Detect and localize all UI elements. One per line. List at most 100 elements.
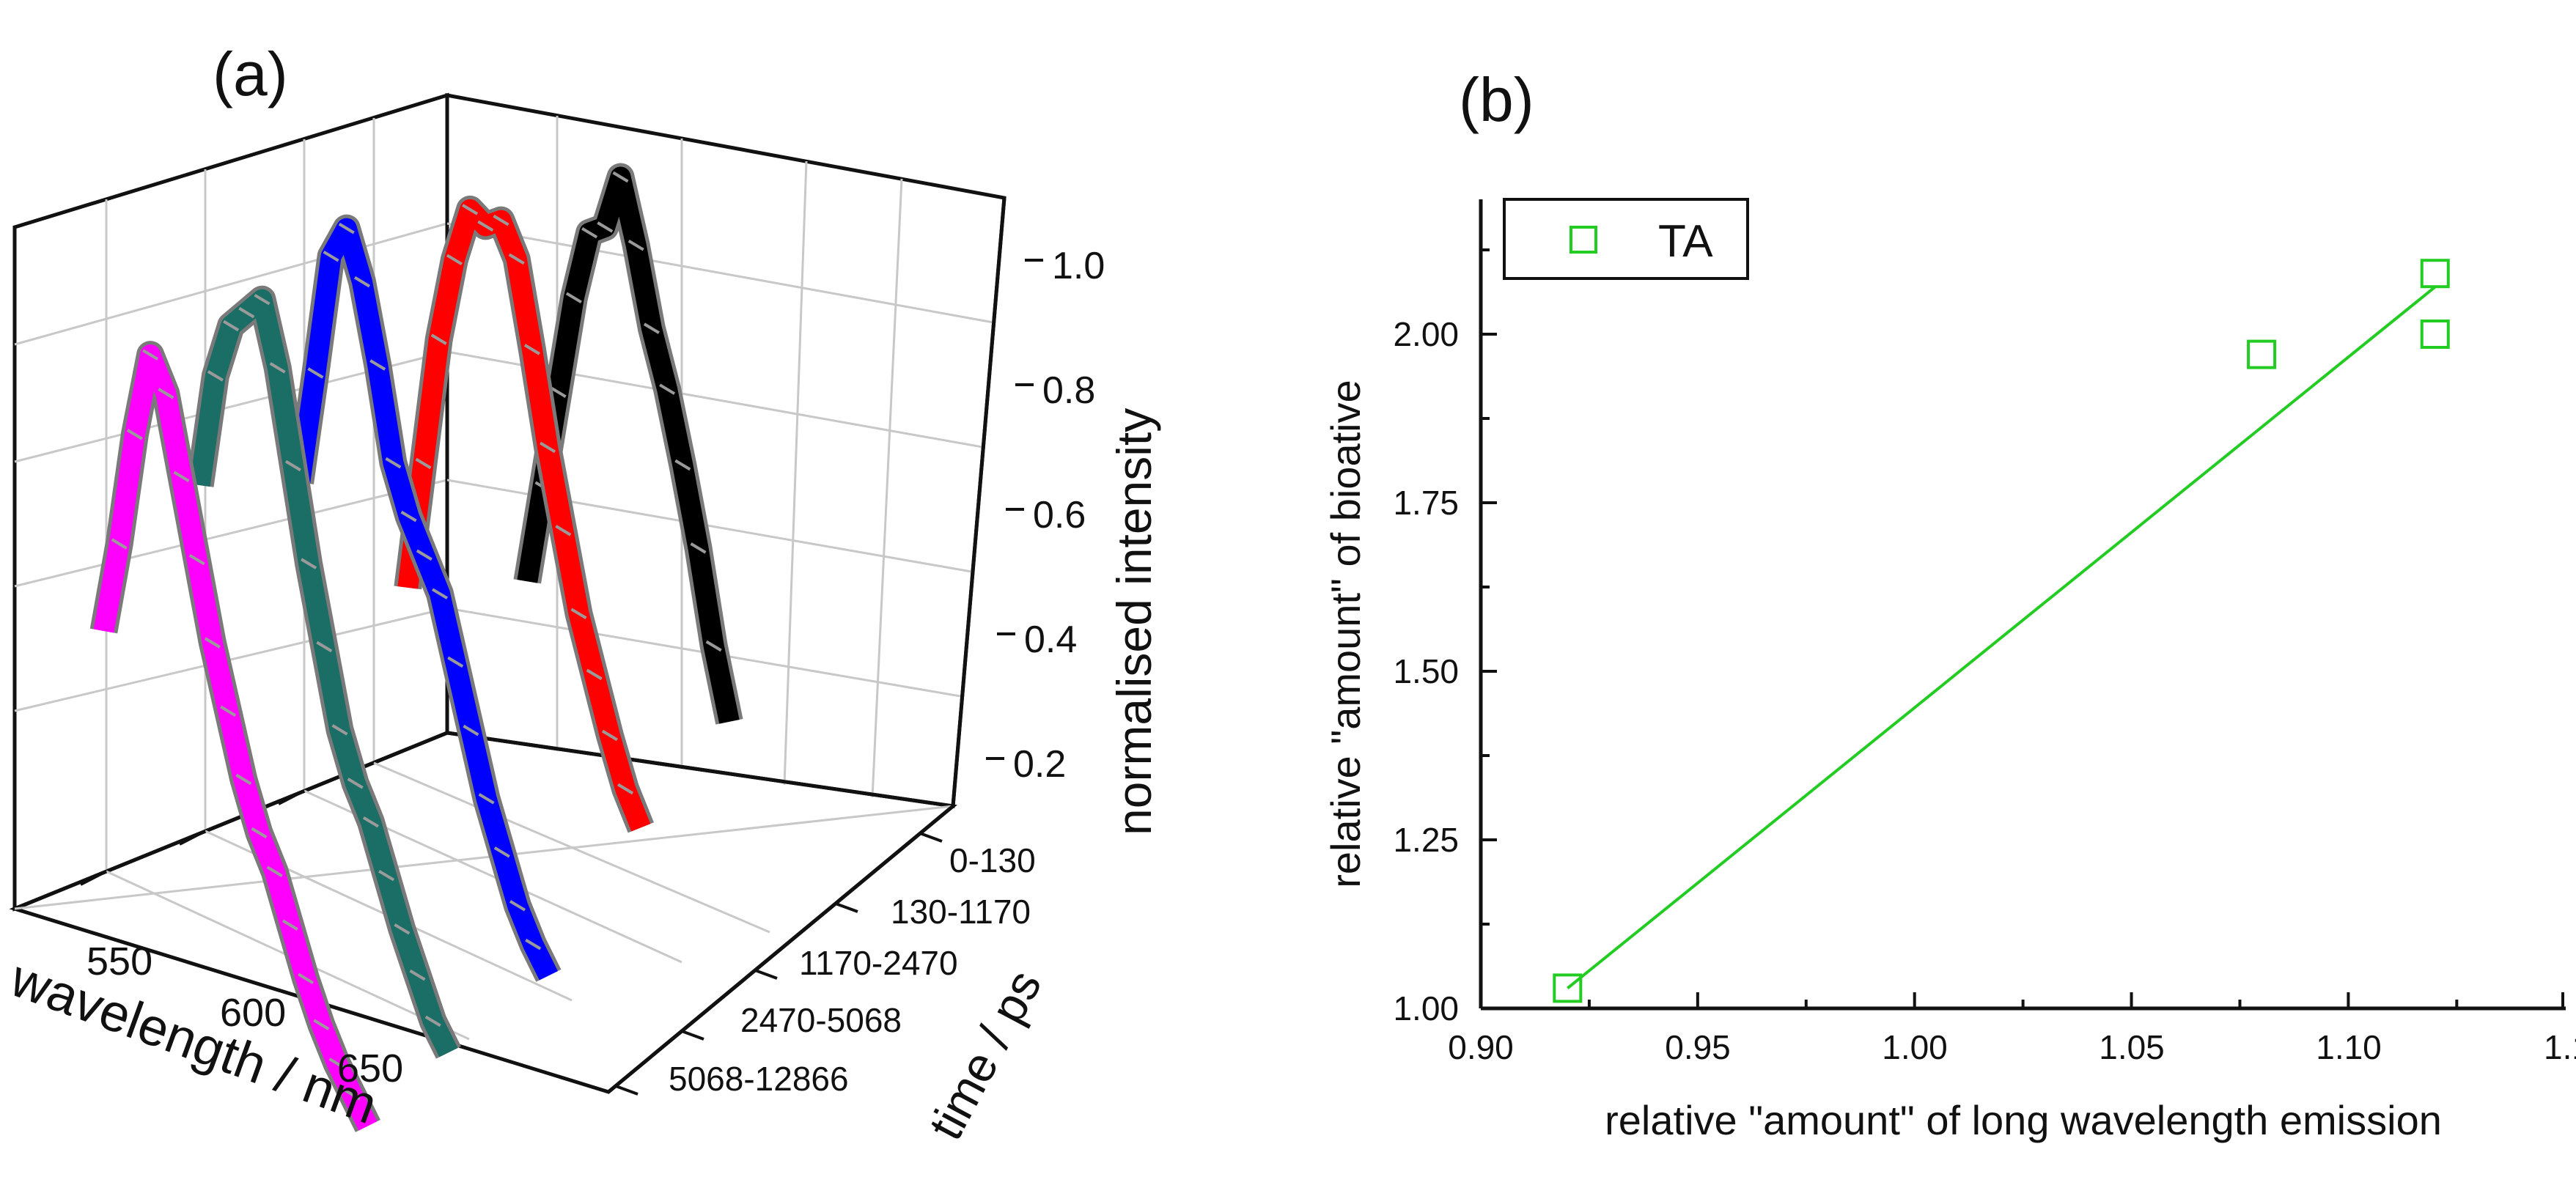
ribbon-point (369, 359, 386, 371)
z-tick-label: 0.4 (1024, 619, 1077, 661)
z-tick-label: 0.8 (1042, 369, 1095, 412)
x-tick-mark (278, 789, 305, 805)
y-axis-ticks: 0-130 130-1170 1170-2470 2470-5068 5068-… (615, 832, 1036, 1098)
ribbon-point (509, 900, 526, 912)
ribbon-point (628, 239, 644, 251)
side-wall-gridline (871, 178, 903, 798)
b-x-tick-label: 1.05 (2099, 1028, 2165, 1066)
back-wall-frame (12, 92, 449, 912)
y-tick-label: 0-130 (949, 841, 1036, 879)
ribbon-point (463, 724, 479, 737)
x-tick-mark (179, 830, 206, 846)
ribbon-point (323, 250, 339, 262)
ribbon-point (266, 865, 283, 878)
legend: TA (1503, 198, 1749, 280)
b-y-tick-label: 1.75 (1393, 484, 1459, 522)
b-y-tick-label: 1.00 (1393, 989, 1459, 1027)
ribbon-series-130-1170 (397, 199, 651, 832)
ribbon-point (659, 383, 676, 395)
ribbon-point (347, 778, 364, 789)
z-axis-ticks: 0.2 0.4 0.6 0.8 1.0 (986, 245, 1105, 786)
panel-a-label: (a) (213, 40, 288, 108)
ribbon-point (188, 553, 205, 566)
ribbon-point (565, 292, 582, 304)
ribbon-point (597, 221, 614, 233)
ribbon-point (477, 220, 494, 232)
side-wall-gridline (446, 222, 994, 324)
side-wall-gridline (783, 160, 808, 786)
b-y-axis-label: relative "amount" of bioative (1322, 380, 1369, 887)
back-wall-grid (12, 92, 449, 912)
ribbon-series-0-130 (517, 166, 740, 724)
panel-b-scatter-chart: (b) 0.90 0.95 1.00 1.05 1.10 1.1 1.00 1.… (1322, 65, 2576, 1143)
legend-box (1503, 198, 1749, 280)
ribbon-point (430, 333, 447, 345)
z-tick-label: 0.6 (1033, 494, 1086, 536)
y-tick-label: 1170-2470 (799, 944, 958, 982)
ribbon-point (344, 1088, 361, 1101)
ribbon-point (385, 457, 402, 469)
ribbon-point (690, 542, 707, 554)
ribbon-point (207, 370, 224, 382)
ribbon-series-group (89, 163, 743, 1132)
b-x-tick-label: 0.90 (1448, 1028, 1514, 1066)
ribbon-point (409, 969, 426, 981)
z-axis-line (951, 197, 1007, 807)
ribbon-point (269, 362, 286, 374)
ribbon-point (540, 441, 556, 454)
ribbon-point (394, 923, 411, 935)
ribbon-point (416, 549, 433, 561)
y-axis-line (607, 805, 954, 1093)
b-x-axis-label: relative "amount" of long wavelength emi… (1605, 1097, 2442, 1143)
x-tick-mark (80, 870, 107, 886)
z-tick-label: 1.0 (1052, 245, 1105, 287)
b-x-tick-label: 0.95 (1665, 1028, 1731, 1066)
y-tick-label: 130-1170 (891, 893, 1031, 931)
y-tick-mark (754, 969, 778, 980)
z-tick-label: 0.2 (1013, 743, 1066, 786)
ribbon-point (581, 226, 598, 239)
back-wall-gridline (14, 607, 448, 712)
b-axis-ticks (1479, 248, 2564, 1010)
ribbon-point (313, 1019, 330, 1030)
x-tick-label: 600 (220, 991, 286, 1035)
ribbon-point (353, 276, 371, 288)
ribbon-point (254, 293, 271, 306)
ribbon-point (674, 459, 691, 471)
legend-marker-icon (1569, 226, 1597, 254)
back-wall-gridline (14, 222, 448, 346)
scatter-points (1553, 259, 2450, 1003)
x-tick-label: 550 (87, 940, 152, 983)
ribbon-point (493, 214, 509, 226)
ribbon-point (281, 919, 298, 931)
y-tick-label: 2470-5068 (740, 1001, 902, 1039)
b-x-tick-label: 1.1 (2544, 1028, 2576, 1066)
b-y-tick-label: 2.00 (1393, 315, 1459, 353)
legend-label: TA (1658, 216, 1713, 267)
ribbon-point (204, 637, 221, 649)
ribbon-point (400, 510, 417, 523)
b-y-tick-label: 1.50 (1393, 652, 1459, 690)
ribbon-point (643, 322, 660, 334)
ribbon-point (362, 816, 379, 828)
ribbon-point (173, 470, 190, 483)
ribbon-series-2470-5068 (189, 289, 458, 1057)
ribbon-point (158, 388, 174, 399)
ribbon-point (586, 668, 603, 681)
ribbon-point (601, 729, 618, 742)
scatter-point (2420, 320, 2450, 349)
y-tick-label: 5068-12866 (669, 1060, 849, 1098)
ribbon-point (493, 846, 510, 858)
ribbon-point (220, 705, 237, 717)
ribbon-point (316, 641, 333, 653)
ribbon-point (284, 459, 301, 472)
ribbon-point (570, 608, 587, 620)
ribbon-point (555, 525, 572, 536)
ribbon-point (111, 538, 128, 550)
ribbon-point (235, 773, 252, 786)
ribbon-point (446, 254, 463, 266)
scatter-point (2247, 339, 2277, 369)
ribbon-point (301, 558, 317, 569)
ribbon-point (298, 972, 314, 985)
ribbon-series-5068-12866 (93, 344, 378, 1131)
